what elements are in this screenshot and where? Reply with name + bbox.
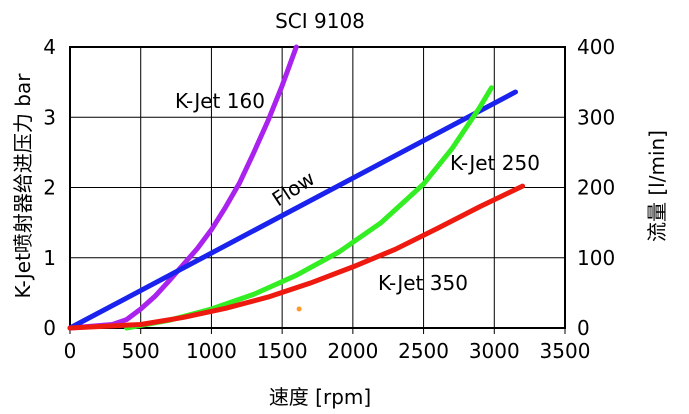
- label-kjet250: K-Jet 250: [450, 151, 540, 175]
- y-right-tick-label: 100: [577, 246, 615, 270]
- series-line-3: [67, 183, 526, 331]
- grid: [69, 46, 566, 329]
- ticks: 0 500 1000 1500 2000 2500 3000 3500012340100200…: [43, 35, 615, 363]
- y-left-tick-label: 3: [43, 105, 56, 129]
- series-line-1: [67, 89, 518, 331]
- plot-frame: [69, 46, 566, 329]
- x-tick-label: 2500: [398, 339, 449, 363]
- x-tick-label: 0: [64, 339, 77, 363]
- y-right-tick-label: 200: [577, 176, 615, 200]
- y-right-tick-label: 0: [577, 316, 590, 340]
- chart-title: SCI 9108: [275, 9, 365, 33]
- label-flow: Flow: [268, 166, 319, 211]
- x-tick-label: 1000: [186, 339, 237, 363]
- y-left-tick-label: 0: [43, 316, 56, 340]
- y-right-tick-label: 300: [577, 105, 615, 129]
- x-tick-label: 2000: [327, 339, 378, 363]
- y-axis-left-label: K-Jet喷射器给进压力 bar: [11, 73, 35, 299]
- label-kjet160: K-Jet 160: [175, 89, 265, 113]
- y-left-tick-label: 2: [43, 176, 56, 200]
- x-tick-label: 3500: [540, 339, 591, 363]
- series-line-0: [67, 44, 299, 331]
- y-right-tick-label: 400: [577, 35, 615, 59]
- x-tick-label: 3000: [469, 339, 520, 363]
- x-tick-label: 500: [122, 339, 160, 363]
- x-tick-label: 1500: [257, 339, 308, 363]
- y-axis-right-label: 流量 [l/min]: [645, 130, 669, 242]
- series-group: [67, 44, 526, 331]
- orange-marker: [296, 306, 302, 312]
- label-kjet350: K-Jet 350: [378, 271, 468, 295]
- y-left-tick-label: 4: [43, 35, 56, 59]
- y-left-tick-label: 1: [43, 246, 56, 270]
- x-axis-label: 速度 [rpm]: [269, 385, 371, 409]
